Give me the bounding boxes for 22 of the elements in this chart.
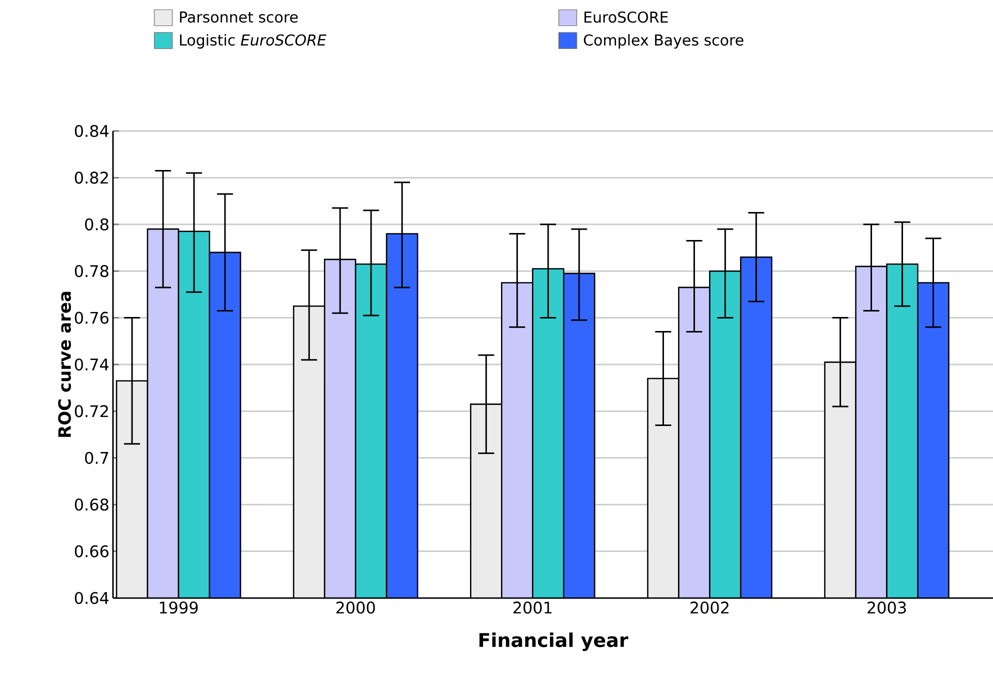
x-tick-label: 2002	[690, 602, 728, 614]
y-tick-label: 0.78	[74, 265, 108, 278]
y-tick-label: 0.8	[85, 218, 108, 230]
legend-label: Complex Bayes score	[584, 34, 744, 49]
legend-label: Parsonnet score	[180, 12, 298, 23]
y-tick-label: 0.66	[74, 545, 108, 558]
legend-label: EuroSCORE	[584, 11, 668, 23]
legend-label: Logistic EuroSCORE	[180, 34, 326, 49]
y-tick-label: 0.64	[74, 592, 109, 604]
x-tick-label: 2000	[336, 602, 375, 614]
y-tick-label: 0.68	[74, 498, 108, 511]
x-tick-label: 2003	[868, 602, 906, 614]
y-tick-label: 0.74	[74, 358, 109, 371]
y-tick-label: 0.7	[85, 452, 108, 464]
x-tick-label: 1999	[160, 602, 198, 614]
y-tick-label: 0.76	[74, 312, 108, 324]
y-tick-label: 0.82	[74, 172, 108, 184]
y-axis-title: ROC curve area	[58, 292, 71, 437]
y-tick-label: 0.72	[74, 405, 108, 418]
x-axis-title: Financial year	[479, 632, 628, 652]
y-tick-label: 0.84	[74, 124, 109, 138]
x-tick-label: 2001	[513, 602, 552, 614]
